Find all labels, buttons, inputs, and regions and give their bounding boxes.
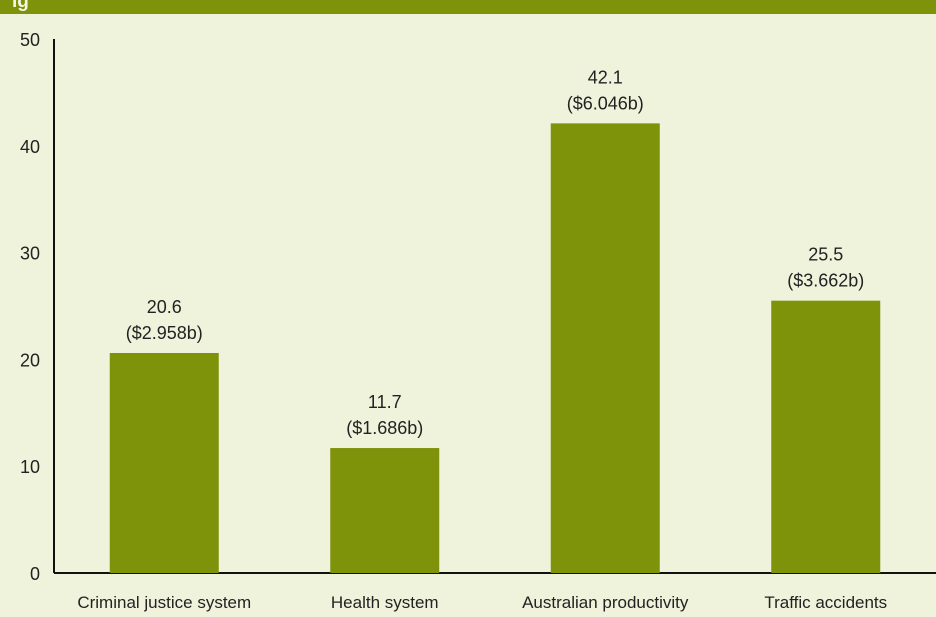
bar — [550, 123, 660, 573]
bar — [771, 300, 881, 573]
bar-value-label: 25.5 — [808, 245, 843, 265]
bar-dollar-label: ($6.046b) — [567, 93, 644, 113]
bar — [109, 352, 219, 573]
y-tick-label: 0 — [30, 564, 40, 584]
bar — [330, 448, 440, 573]
x-category-label: Traffic accidents — [764, 593, 887, 612]
x-category-label: Health system — [331, 593, 439, 612]
bar-value-label: 11.7 — [368, 392, 402, 412]
y-tick-label: 40 — [20, 137, 40, 157]
bar-dollar-label: ($2.958b) — [126, 323, 203, 343]
bar-dollar-label: ($3.662b) — [787, 271, 864, 291]
y-tick-label: 20 — [20, 350, 40, 370]
y-tick-label: 30 — [20, 244, 40, 264]
bar-value-label: 42.1 — [588, 67, 623, 87]
x-category-label: Criminal justice system — [77, 593, 251, 612]
x-category-label: Australian productivity — [522, 593, 689, 612]
header-bar: ig — [0, 0, 936, 14]
bar-value-label: 20.6 — [147, 297, 182, 317]
header-title: ig — [12, 0, 29, 12]
y-tick-label: 10 — [20, 457, 40, 477]
y-tick-label: 50 — [20, 30, 40, 50]
bar-dollar-label: ($1.686b) — [346, 418, 423, 438]
